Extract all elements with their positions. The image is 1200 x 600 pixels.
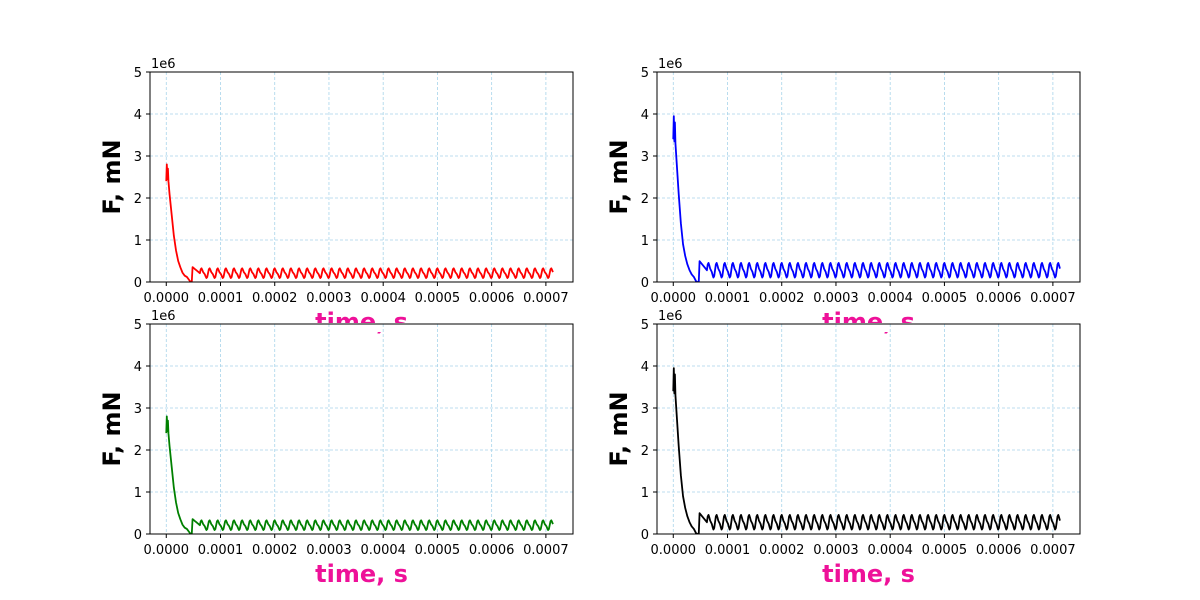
x-tick-label: 0.0007: [523, 291, 569, 306]
x-axis-label: time, s: [822, 560, 915, 588]
y-offset-label: 1e6: [658, 309, 683, 324]
x-tick-label: 0.0007: [1030, 291, 1076, 306]
y-axis-label: F, mN: [98, 391, 126, 466]
axes-frame: [656, 71, 1081, 283]
y-tick-label: 2: [641, 444, 649, 459]
x-tick-label: 0.0004: [867, 543, 913, 558]
y-tick-label: 5: [641, 318, 649, 333]
y-tick-label: 2: [134, 444, 142, 459]
y-tick-label: 1: [134, 234, 142, 249]
series-line: [165, 415, 554, 534]
y-tick-label: 1: [641, 486, 649, 501]
x-tick-label: 0.0001: [705, 543, 751, 558]
y-tick-label: 0: [641, 528, 649, 543]
x-tick-label: 0.0000: [144, 291, 190, 306]
axes-frame: [149, 71, 574, 283]
x-tick-label: 0.0002: [252, 543, 298, 558]
x-tick-label: 0.0003: [306, 291, 352, 306]
y-tick-label: 3: [641, 402, 649, 417]
y-tick-label: 2: [134, 192, 142, 207]
x-tick-label: 0.0005: [415, 543, 461, 558]
y-tick-label: 1: [134, 486, 142, 501]
x-tick-label: 0.0004: [360, 291, 406, 306]
x-tick-label: 0.0003: [813, 291, 859, 306]
x-tick-label: 0.0007: [523, 543, 569, 558]
y-tick-label: 2: [641, 192, 649, 207]
series-line: [672, 367, 1061, 534]
x-tick-label: 0.0001: [198, 543, 244, 558]
x-tick-label: 0.0005: [922, 543, 968, 558]
y-axis-label: F, mN: [605, 391, 633, 466]
x-tick-label: 0.0005: [415, 291, 461, 306]
y-tick-label: 3: [641, 150, 649, 165]
x-tick-label: 0.0007: [1030, 543, 1076, 558]
y-axis-label: F, mN: [98, 139, 126, 214]
x-tick-label: 0.0002: [759, 543, 805, 558]
series-line: [165, 163, 554, 282]
y-tick-label: 1: [641, 234, 649, 249]
x-tick-label: 0.0006: [976, 291, 1022, 306]
y-tick-label: 5: [641, 66, 649, 81]
x-tick-label: 0.0000: [144, 543, 190, 558]
subplot-top-right: 0.0000 0.0001 0.0002 0.0003 0.0004 0.0005 0.00…: [605, 57, 1081, 336]
x-tick-label: 0.0001: [705, 291, 751, 306]
subplot-bottom-left: 0.0000 0.0001 0.0002 0.0003 0.0004 0.0005 0.00…: [98, 309, 574, 588]
x-tick-label: 0.0000: [651, 543, 697, 558]
y-tick-label: 3: [134, 402, 142, 417]
x-tick-label: 0.0005: [922, 291, 968, 306]
y-tick-label: 4: [641, 108, 649, 123]
y-tick-label: 4: [641, 360, 649, 375]
axes-frame: [656, 323, 1081, 535]
y-tick-label: 0: [134, 528, 142, 543]
axes-frame: [149, 323, 574, 535]
y-tick-label: 5: [134, 318, 142, 333]
subplot-top-left: 0.0000 0.0001 0.0002 0.0003 0.0004 0.0005 0.00…: [98, 57, 574, 336]
x-tick-label: 0.0006: [976, 543, 1022, 558]
y-offset-label: 1e6: [151, 309, 176, 324]
overlap-mask: [655, 323, 1082, 332]
y-tick-label: 3: [134, 150, 142, 165]
y-tick-label: 5: [134, 66, 142, 81]
x-tick-label: 0.0001: [198, 291, 244, 306]
x-tick-label: 0.0003: [813, 543, 859, 558]
y-tick-label: 4: [134, 108, 142, 123]
y-tick-label: 0: [134, 276, 142, 291]
y-tick-label: 0: [641, 276, 649, 291]
x-tick-label: 0.0002: [759, 291, 805, 306]
x-tick-label: 0.0000: [651, 291, 697, 306]
x-tick-label: 0.0006: [469, 543, 515, 558]
x-tick-label: 0.0003: [306, 543, 352, 558]
subplot-bottom-right: 0.0000 0.0001 0.0002 0.0003 0.0004 0.0005 0.00…: [605, 309, 1081, 588]
y-tick-label: 4: [134, 360, 142, 375]
x-tick-label: 0.0004: [867, 291, 913, 306]
overlap-mask: [148, 323, 575, 332]
x-axis-label: time, s: [315, 560, 408, 588]
x-tick-label: 0.0002: [252, 291, 298, 306]
x-tick-label: 0.0006: [469, 291, 515, 306]
y-axis-label: F, mN: [605, 139, 633, 214]
y-offset-label: 1e6: [151, 57, 176, 72]
y-offset-label: 1e6: [658, 57, 683, 72]
x-tick-label: 0.0004: [360, 543, 406, 558]
series-line: [672, 115, 1061, 282]
